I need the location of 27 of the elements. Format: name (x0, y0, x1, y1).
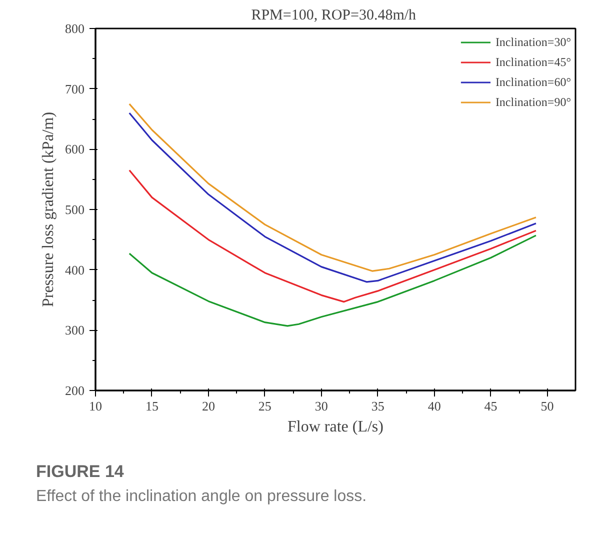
chart-title: RPM=100, ROP=30.48m/h (251, 8, 417, 24)
y-tick-label: 400 (65, 262, 84, 278)
legend-label: Inclination=60° (495, 74, 571, 90)
x-tick-label: 50 (540, 398, 554, 414)
legend-label: Inclination=30° (495, 34, 571, 50)
y-axis-title: Pressure loss gradient (kPa/m) (40, 112, 57, 308)
x-tick-label: 25 (258, 398, 272, 414)
y-tick-label: 200 (65, 383, 84, 398)
x-tick-label: 40 (428, 398, 441, 414)
y-tick-label: 300 (65, 322, 84, 338)
legend-label: Inclination=90° (495, 94, 571, 110)
text: Effect of the inclination angle on pressure loss. (36, 487, 367, 508)
x-axis-title: Flow rate (L/s) (288, 418, 384, 436)
x-tick-label: 10 (89, 398, 102, 414)
y-tick-label: 700 (65, 81, 84, 96)
x-tick-label: 45 (484, 398, 498, 414)
line-series (128, 169, 537, 303)
y-tick-label: 800 (65, 21, 84, 36)
x-tick-label: 15 (145, 398, 158, 414)
x-tick-label: 35 (371, 398, 384, 414)
y-tick-label: 500 (65, 202, 84, 217)
x-tick-label: 30 (314, 398, 328, 414)
y-tick-label: 600 (65, 142, 84, 157)
line-series (128, 234, 537, 327)
x-tick-label: 20 (202, 398, 215, 414)
legend-label: Inclination=45° (495, 54, 571, 70)
caption: FIGURE 14 (36, 461, 124, 483)
